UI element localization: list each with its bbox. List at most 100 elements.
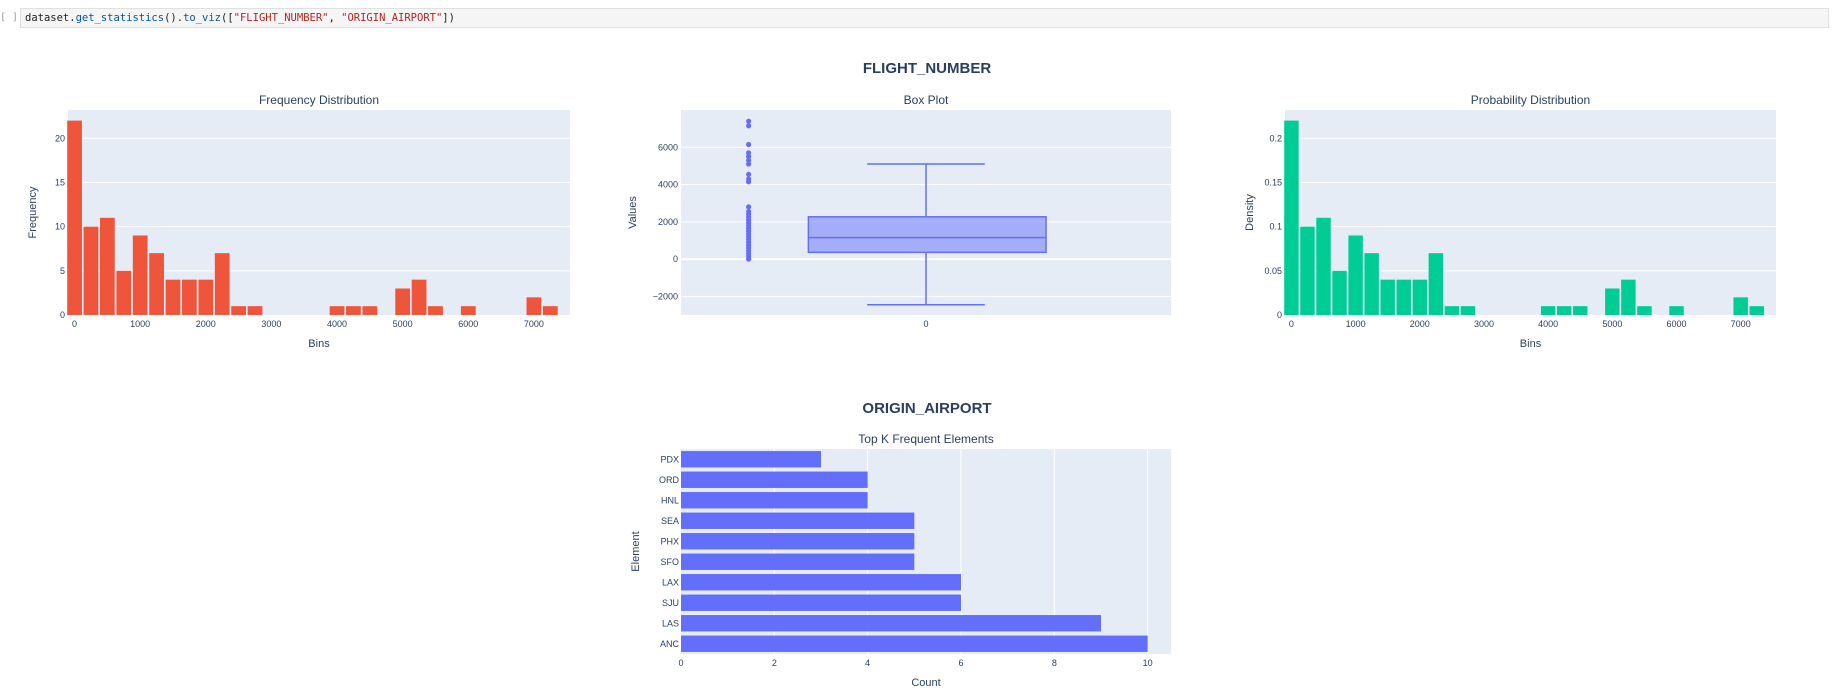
y-tick-label: LAS xyxy=(662,618,679,628)
x-tick-label: 4000 xyxy=(1538,319,1558,329)
histogram-bar xyxy=(395,288,411,315)
x-tick-label: 7000 xyxy=(524,319,544,329)
histogram-bar xyxy=(165,279,181,315)
histogram-bar xyxy=(329,306,345,315)
box-plot-chart: Box Plot −2000 0 2000 4000 6000 0 Values xyxy=(627,93,1171,329)
histogram-bar xyxy=(1300,226,1315,315)
y-tick-label: LAX xyxy=(662,577,679,587)
bar xyxy=(681,492,868,509)
y-tick-label: 0.05 xyxy=(1264,266,1282,276)
data-point xyxy=(746,256,752,262)
bar xyxy=(681,594,961,611)
x-tick-label: 6000 xyxy=(1667,319,1687,329)
y-tick-label: 0.1 xyxy=(1269,222,1282,232)
histogram-bar xyxy=(1460,306,1476,315)
histogram-bar xyxy=(247,306,263,315)
histogram-bar xyxy=(1428,253,1444,315)
data-point xyxy=(746,141,752,148)
x-axis-label: Bins xyxy=(1520,338,1542,350)
y-axis-label: Density xyxy=(1244,194,1256,231)
chart-title: Top K Frequent Elements xyxy=(858,432,993,446)
y-tick-label: 5 xyxy=(60,266,65,276)
histogram-bar xyxy=(411,279,427,315)
x-tick-label: 10 xyxy=(1143,658,1153,668)
histogram-bar xyxy=(1573,306,1588,315)
y-tick-label: ORD xyxy=(659,475,680,485)
histogram-bar xyxy=(198,279,214,315)
x-tick-label: 7000 xyxy=(1731,319,1751,329)
bar xyxy=(681,635,1148,652)
x-tick-label: 4000 xyxy=(327,319,347,329)
histogram-bar xyxy=(132,235,148,315)
y-tick-label: 10 xyxy=(55,222,65,232)
histogram-bar xyxy=(1316,217,1331,315)
y-tick-label: −2000 xyxy=(653,291,678,301)
data-point xyxy=(746,153,752,160)
histogram-bar xyxy=(1556,306,1572,315)
x-tick-label: 1000 xyxy=(130,319,150,329)
x-tick-label: 3000 xyxy=(1474,319,1494,329)
histogram-bar xyxy=(1332,270,1347,315)
x-tick-label: 0 xyxy=(923,319,928,329)
bar xyxy=(681,512,915,529)
code-cell[interactable]: dataset.get_statistics().to_viz(["FLIGHT… xyxy=(20,8,1829,28)
histogram-bar xyxy=(526,297,542,315)
x-tick-label: 2000 xyxy=(1410,319,1430,329)
histogram-bar xyxy=(542,306,558,315)
data-point xyxy=(746,171,752,177)
x-tick-label: 5000 xyxy=(393,319,413,329)
histogram-bar xyxy=(99,217,115,315)
box-iqr xyxy=(807,216,1047,254)
data-point xyxy=(746,118,752,124)
histogram-bar xyxy=(1733,297,1748,315)
y-tick-label: SEA xyxy=(661,516,679,526)
bar xyxy=(681,574,961,591)
x-tick-label: 8 xyxy=(1052,658,1057,668)
histogram-bar xyxy=(67,120,82,315)
code-text: , xyxy=(328,12,342,24)
x-tick-label: 6000 xyxy=(458,319,478,329)
bar xyxy=(681,553,915,570)
data-point xyxy=(746,179,752,185)
y-tick-label: 0 xyxy=(673,254,678,264)
x-tick-label: 0 xyxy=(72,319,77,329)
histogram-bar xyxy=(428,306,443,315)
histogram-bar xyxy=(116,270,132,315)
code-text: dataset. xyxy=(25,12,76,24)
histogram-bar xyxy=(1605,288,1620,315)
y-tick-label: HNL xyxy=(661,495,679,505)
probability-distribution-chart: Probability Distribution 0 0.05 0.1 0.15 0.2 0… xyxy=(1244,93,1776,350)
code-function-name: to_viz xyxy=(183,12,221,24)
code-string: "FLIGHT_NUMBER" xyxy=(233,12,329,24)
y-tick-label: 4000 xyxy=(658,180,678,190)
x-tick-label: 3000 xyxy=(261,319,281,329)
histogram-bar xyxy=(1284,120,1299,315)
code-text: ]) xyxy=(442,12,455,24)
bar xyxy=(681,533,915,550)
histogram-bar xyxy=(346,306,361,315)
y-tick-label: 0.15 xyxy=(1264,177,1282,187)
x-tick-label: 0 xyxy=(678,658,683,668)
histogram-bar xyxy=(214,253,230,315)
y-axis-label: Frequency xyxy=(27,186,39,238)
data-point xyxy=(746,123,752,129)
code-text: (). xyxy=(164,12,184,24)
section-title-flight-number: FLIGHT_NUMBER xyxy=(863,60,991,77)
histogram-bar xyxy=(1621,279,1636,315)
y-axis-label: Values xyxy=(627,196,639,229)
x-tick-label: 0 xyxy=(1289,319,1294,329)
y-tick-label: 0 xyxy=(1277,310,1282,320)
y-tick-label: ANC xyxy=(660,639,680,649)
x-tick-label: 6 xyxy=(958,658,963,668)
histogram-bar xyxy=(1364,253,1379,315)
data-point xyxy=(746,150,752,156)
x-tick-label: 2000 xyxy=(196,319,216,329)
y-tick-label: SJU xyxy=(662,598,679,608)
x-tick-label: 1000 xyxy=(1346,319,1366,329)
bar xyxy=(681,451,821,468)
y-tick-label: 0.2 xyxy=(1269,133,1282,143)
x-axis-label: Count xyxy=(911,677,940,689)
y-tick-label: SFO xyxy=(660,557,679,567)
histogram-bar xyxy=(83,226,99,315)
